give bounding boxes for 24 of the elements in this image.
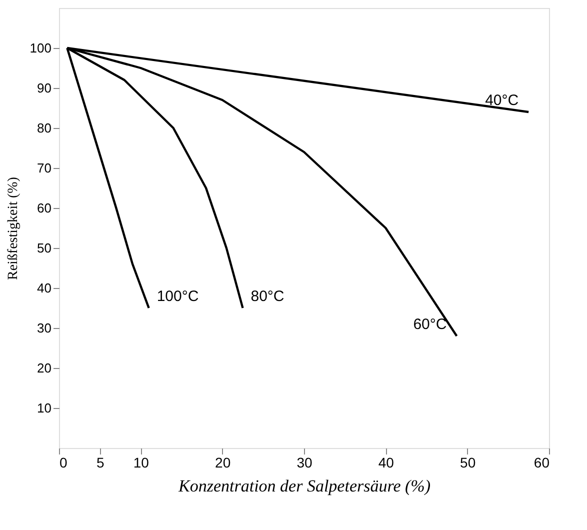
x-tick-label: 20 xyxy=(215,454,231,470)
y-tick-label: 60 xyxy=(37,200,52,216)
y-tick-label: 20 xyxy=(37,360,52,376)
y-tick-label: 40 xyxy=(37,280,52,296)
y-axis-title: Reißfestigkeit (%) xyxy=(6,176,21,280)
x-axis-title: Konzentration der Salpetersäure (%) xyxy=(178,476,431,496)
x-tick-label: 10 xyxy=(133,454,150,470)
y-tick-label: 100 xyxy=(30,40,52,56)
x-tick-label: 5 xyxy=(96,454,104,470)
y-tick-label: 10 xyxy=(37,400,52,416)
series-label: 40°C xyxy=(485,92,519,109)
y-tick-label: 30 xyxy=(37,320,52,336)
y-tick-label: 70 xyxy=(37,160,52,176)
x-tick-label: 0 xyxy=(60,454,68,470)
x-tick-label: 50 xyxy=(460,454,476,470)
y-tick-label: 80 xyxy=(37,120,52,136)
x-tick-label: 60 xyxy=(534,454,550,470)
series-label: 100°C xyxy=(156,288,199,305)
series-label: 60°C xyxy=(413,316,447,333)
x-tick-label: 40 xyxy=(378,454,394,470)
y-tick-label: 90 xyxy=(37,80,52,96)
series-label: 80°C xyxy=(250,288,284,305)
x-tick-label: 30 xyxy=(296,454,312,470)
y-tick-label: 50 xyxy=(37,240,52,256)
